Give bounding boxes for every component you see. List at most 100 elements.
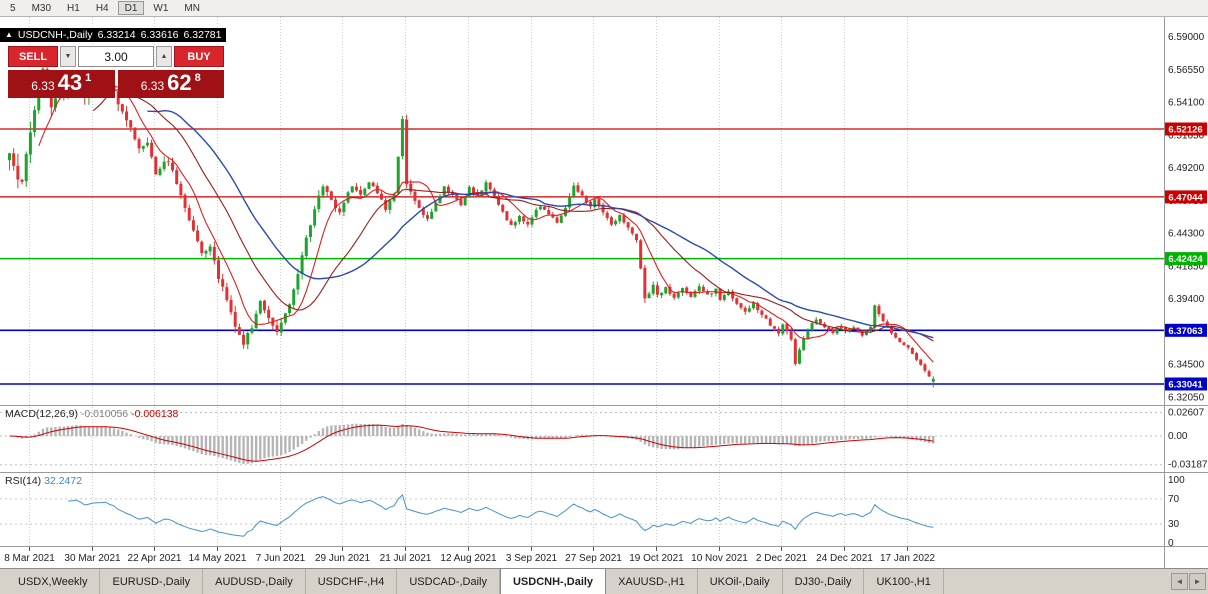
candle-body bbox=[179, 183, 183, 196]
chart-tab-usdx-weekly[interactable]: USDX,Weekly bbox=[6, 569, 101, 594]
candle-body bbox=[894, 332, 898, 338]
candle-body bbox=[614, 220, 618, 225]
price-level-badge: 6.42424 bbox=[1164, 252, 1207, 265]
candle-body bbox=[367, 182, 371, 189]
candle-body bbox=[129, 120, 133, 128]
candle-body bbox=[242, 334, 246, 345]
candle-body bbox=[413, 191, 417, 201]
chart-tab-ukoil-daily[interactable]: UKOil-,Daily bbox=[698, 569, 783, 594]
timeframe-button-5[interactable]: 5 bbox=[3, 1, 23, 15]
candle-body bbox=[196, 230, 200, 242]
candle-body bbox=[735, 298, 739, 304]
timeframe-button-M30[interactable]: M30 bbox=[25, 1, 58, 15]
price-axis-label: 6.34500 bbox=[1168, 360, 1205, 371]
candle-body bbox=[455, 194, 459, 200]
candle-body bbox=[660, 292, 664, 296]
candle-body bbox=[471, 187, 475, 193]
candle-body bbox=[459, 199, 463, 206]
candle-body bbox=[643, 267, 647, 299]
candle-body bbox=[208, 246, 212, 252]
chart-tab-xauusd-h1[interactable]: XAUUSD-,H1 bbox=[606, 569, 698, 594]
candle-body bbox=[559, 215, 563, 223]
candle-body bbox=[204, 250, 208, 254]
trade-prices-row: 6.33 43 1 6.33 62 8 bbox=[8, 70, 224, 98]
candle-body bbox=[706, 291, 710, 295]
candle-body bbox=[421, 208, 425, 215]
candle-body bbox=[250, 328, 254, 333]
sell-button[interactable]: SELL bbox=[8, 46, 58, 67]
candle-body bbox=[217, 260, 220, 279]
ohlc-low-value: 6.32781 bbox=[183, 29, 222, 41]
chart-tab-usdchf-h4[interactable]: USDCHF-,H4 bbox=[306, 569, 398, 594]
horizontal-level-lines bbox=[0, 128, 1164, 385]
candle-body bbox=[505, 211, 509, 220]
volume-input[interactable] bbox=[78, 46, 154, 67]
timeframe-button-W1[interactable]: W1 bbox=[146, 1, 175, 15]
chart-tab-uk100-h1[interactable]: UK100-,H1 bbox=[864, 569, 944, 594]
timeframe-button-MN[interactable]: MN bbox=[177, 1, 207, 15]
buy-price-small: 6.33 bbox=[140, 79, 165, 93]
candle-body bbox=[304, 237, 308, 256]
chart-tab-usdcnh-daily[interactable]: USDCNH-,Daily bbox=[499, 569, 607, 594]
timeframe-button-D1[interactable]: D1 bbox=[117, 1, 145, 15]
sell-price-display[interactable]: 6.33 43 1 bbox=[8, 70, 115, 98]
timeframe-button-H4[interactable]: H4 bbox=[89, 1, 116, 15]
candle-body bbox=[446, 186, 450, 192]
chart-tab-usdcad-daily[interactable]: USDCAD-,Daily bbox=[397, 569, 500, 594]
candle-body bbox=[902, 342, 906, 346]
macd-signal-line bbox=[9, 424, 934, 462]
date-axis-label: 17 Jan 2022 bbox=[880, 553, 935, 564]
candle-body bbox=[24, 154, 28, 182]
candle-body bbox=[915, 353, 919, 360]
chart-tab-dj30-daily[interactable]: DJ30-,Daily bbox=[783, 569, 865, 594]
candle-body bbox=[664, 287, 668, 294]
volume-dropdown-button[interactable]: ▼ bbox=[60, 46, 76, 67]
date-axis-label: 21 Jul 2021 bbox=[380, 553, 432, 564]
price-level-badge-label: 6.52126 bbox=[1168, 125, 1202, 136]
tab-scroll-right-button[interactable]: ► bbox=[1189, 573, 1206, 590]
candle-body bbox=[288, 304, 292, 314]
candle-body bbox=[818, 319, 822, 324]
candle-body bbox=[430, 211, 434, 219]
candle-body bbox=[513, 222, 517, 226]
candle-body bbox=[889, 327, 893, 334]
candle-body bbox=[334, 199, 338, 208]
candle-body bbox=[810, 323, 814, 331]
candle-body bbox=[860, 331, 864, 336]
candle-body bbox=[467, 186, 471, 198]
collapse-panel-icon[interactable]: ▲ bbox=[5, 30, 13, 39]
candle-body bbox=[150, 142, 154, 157]
tab-scroll-left-button[interactable]: ◄ bbox=[1171, 573, 1188, 590]
chart-tab-audusd-daily[interactable]: AUDUSD-,Daily bbox=[203, 569, 306, 594]
candle-body bbox=[881, 313, 885, 321]
candle-body bbox=[568, 197, 572, 208]
tab-scroll-controls: ◄ ► bbox=[1171, 569, 1208, 594]
candle-body bbox=[120, 104, 124, 112]
moving-average-21 bbox=[92, 88, 934, 342]
candle-body bbox=[246, 333, 250, 345]
buy-price-display[interactable]: 6.33 62 8 bbox=[117, 70, 224, 98]
candle-body bbox=[313, 209, 317, 226]
price-level-badge-label: 6.33041 bbox=[1168, 380, 1203, 391]
candle-body bbox=[768, 318, 772, 326]
rsi-axis-label: 100 bbox=[1168, 475, 1185, 486]
candle-body bbox=[451, 191, 455, 195]
candle-body bbox=[363, 188, 367, 195]
candle-body bbox=[651, 284, 655, 294]
candle-body bbox=[752, 302, 756, 309]
candle-body bbox=[844, 326, 847, 332]
candle-body bbox=[171, 162, 175, 171]
ohlc-open-value: 6.33214 bbox=[97, 29, 136, 41]
date-axis-label: 19 Oct 2021 bbox=[629, 553, 684, 564]
timeframe-button-H1[interactable]: H1 bbox=[60, 1, 87, 15]
candle-body bbox=[359, 190, 363, 195]
volume-increase-button[interactable]: ▲ bbox=[156, 46, 172, 67]
candle-body bbox=[175, 170, 179, 184]
candle-body bbox=[626, 222, 630, 228]
candle-body bbox=[187, 207, 191, 221]
buy-button[interactable]: BUY bbox=[174, 46, 224, 67]
chart-tab-eurusd-daily[interactable]: EURUSD-,Daily bbox=[100, 569, 204, 594]
date-axis-label: 24 Dec 2021 bbox=[816, 553, 873, 564]
candle-body bbox=[497, 196, 501, 205]
